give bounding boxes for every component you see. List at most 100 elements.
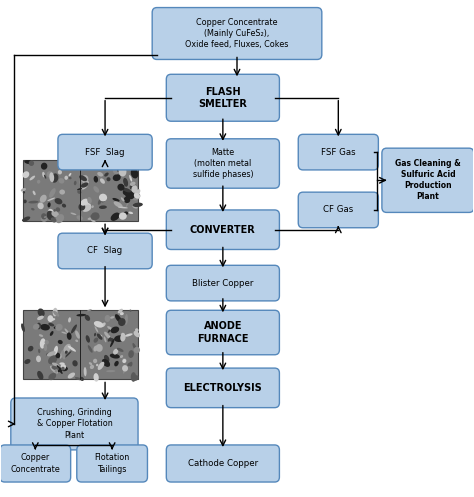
- Ellipse shape: [98, 197, 102, 205]
- Ellipse shape: [63, 159, 69, 167]
- Ellipse shape: [40, 338, 46, 348]
- Ellipse shape: [44, 174, 46, 179]
- Ellipse shape: [81, 182, 89, 188]
- Ellipse shape: [71, 213, 76, 215]
- Ellipse shape: [93, 176, 98, 182]
- Ellipse shape: [50, 366, 58, 374]
- Ellipse shape: [36, 355, 41, 362]
- Ellipse shape: [60, 162, 63, 169]
- Ellipse shape: [113, 167, 120, 174]
- Ellipse shape: [87, 309, 91, 312]
- Ellipse shape: [100, 158, 108, 165]
- Ellipse shape: [97, 333, 102, 340]
- Ellipse shape: [118, 167, 122, 172]
- Ellipse shape: [104, 331, 109, 338]
- Ellipse shape: [47, 351, 56, 356]
- Text: Matte
(molten metal
sulfide phases): Matte (molten metal sulfide phases): [192, 148, 253, 179]
- Ellipse shape: [123, 178, 128, 187]
- Text: ANODE
FURNACE: ANODE FURNACE: [197, 322, 249, 344]
- Ellipse shape: [59, 189, 65, 195]
- Ellipse shape: [50, 331, 54, 336]
- Ellipse shape: [52, 366, 59, 370]
- Ellipse shape: [121, 197, 125, 202]
- Ellipse shape: [129, 362, 133, 367]
- Ellipse shape: [95, 326, 99, 332]
- Ellipse shape: [96, 364, 99, 366]
- Ellipse shape: [55, 214, 64, 223]
- Ellipse shape: [110, 213, 120, 221]
- Ellipse shape: [114, 201, 123, 208]
- Ellipse shape: [21, 188, 26, 191]
- Ellipse shape: [91, 212, 100, 220]
- Ellipse shape: [48, 323, 54, 327]
- FancyBboxPatch shape: [0, 445, 71, 482]
- Ellipse shape: [40, 324, 50, 331]
- Ellipse shape: [57, 365, 63, 374]
- FancyBboxPatch shape: [166, 210, 279, 249]
- Ellipse shape: [93, 373, 99, 382]
- Ellipse shape: [86, 335, 90, 343]
- Ellipse shape: [128, 362, 132, 366]
- Ellipse shape: [68, 345, 76, 352]
- Ellipse shape: [60, 352, 63, 359]
- Ellipse shape: [131, 372, 136, 382]
- Ellipse shape: [36, 323, 41, 330]
- Ellipse shape: [68, 317, 71, 323]
- Ellipse shape: [120, 355, 123, 358]
- Ellipse shape: [93, 186, 99, 193]
- FancyBboxPatch shape: [382, 148, 474, 212]
- Ellipse shape: [129, 184, 133, 188]
- Ellipse shape: [122, 359, 127, 363]
- Ellipse shape: [75, 339, 78, 342]
- Ellipse shape: [129, 175, 132, 181]
- Ellipse shape: [93, 345, 98, 351]
- Ellipse shape: [94, 333, 96, 336]
- Ellipse shape: [76, 215, 83, 220]
- Ellipse shape: [38, 349, 40, 353]
- Text: FSF  Slag: FSF Slag: [85, 148, 125, 157]
- Ellipse shape: [49, 188, 56, 198]
- Ellipse shape: [77, 188, 82, 190]
- Ellipse shape: [107, 326, 113, 331]
- Ellipse shape: [81, 180, 89, 189]
- Ellipse shape: [129, 166, 131, 169]
- Ellipse shape: [23, 199, 27, 203]
- Ellipse shape: [39, 334, 43, 337]
- Ellipse shape: [128, 158, 136, 163]
- Ellipse shape: [124, 211, 128, 215]
- Ellipse shape: [130, 166, 134, 167]
- Ellipse shape: [62, 160, 70, 166]
- Ellipse shape: [101, 323, 106, 327]
- Ellipse shape: [52, 362, 59, 367]
- Text: CF Gas: CF Gas: [323, 205, 354, 214]
- Ellipse shape: [64, 351, 72, 358]
- Ellipse shape: [125, 314, 128, 325]
- FancyBboxPatch shape: [58, 134, 152, 170]
- Ellipse shape: [126, 201, 129, 208]
- Ellipse shape: [110, 338, 114, 342]
- Ellipse shape: [134, 347, 140, 353]
- FancyBboxPatch shape: [152, 7, 322, 60]
- Ellipse shape: [91, 220, 96, 222]
- Ellipse shape: [112, 164, 117, 168]
- Ellipse shape: [68, 373, 75, 379]
- Ellipse shape: [23, 171, 29, 178]
- Ellipse shape: [84, 367, 87, 376]
- Ellipse shape: [47, 202, 51, 207]
- Ellipse shape: [105, 315, 110, 322]
- Ellipse shape: [106, 370, 115, 372]
- FancyBboxPatch shape: [166, 310, 279, 355]
- Ellipse shape: [24, 359, 30, 364]
- Ellipse shape: [69, 158, 73, 165]
- Text: CF  Slag: CF Slag: [88, 247, 123, 255]
- Ellipse shape: [50, 318, 55, 321]
- Ellipse shape: [33, 191, 36, 195]
- Ellipse shape: [47, 315, 53, 322]
- Ellipse shape: [110, 353, 120, 359]
- Ellipse shape: [118, 309, 123, 314]
- Ellipse shape: [51, 173, 58, 183]
- Text: CONVERTER: CONVERTER: [190, 225, 256, 235]
- Ellipse shape: [124, 196, 130, 203]
- Ellipse shape: [123, 180, 125, 185]
- Ellipse shape: [89, 362, 92, 365]
